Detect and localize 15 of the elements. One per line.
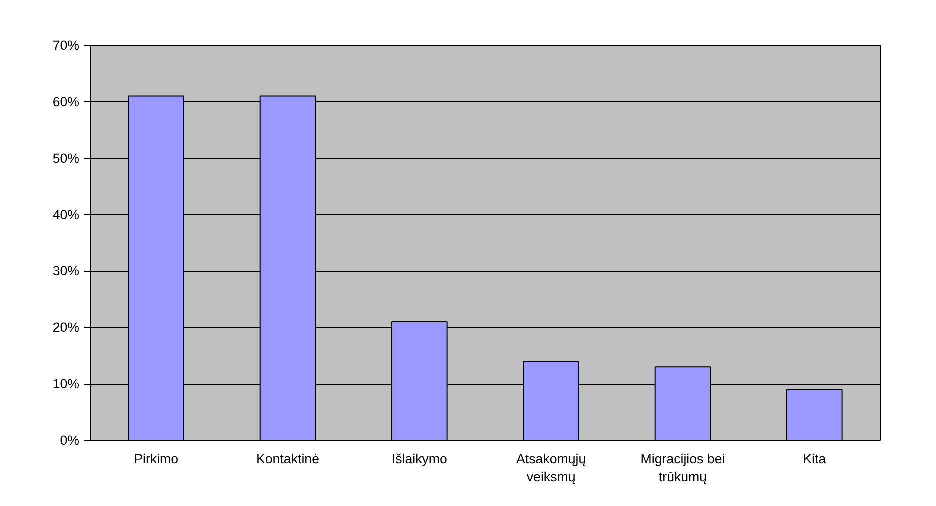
x-tick-label: Išlaikymo	[392, 452, 448, 466]
bar	[786, 389, 843, 440]
y-tick-label: 20%	[52, 320, 80, 336]
x-tick-label: Kita	[803, 452, 827, 466]
x-tick-label: Atsakomųjų veiksmų	[516, 452, 586, 484]
y-tick-label: 40%	[52, 207, 80, 222]
y-tick-label: 30%	[52, 264, 80, 279]
y-tick-label: 50%	[52, 150, 80, 166]
x-tick-label: Kontaktinė	[256, 452, 320, 466]
y-tick-label: 0%	[60, 433, 80, 448]
y-tick-label: 60%	[52, 94, 80, 110]
y-tick-label: 10%	[52, 376, 80, 392]
x-tick-label: Pirkimo	[134, 452, 179, 466]
y-tick-label: 70%	[52, 38, 80, 53]
x-tick-label: Migracijios bei trūkumų	[640, 452, 726, 484]
